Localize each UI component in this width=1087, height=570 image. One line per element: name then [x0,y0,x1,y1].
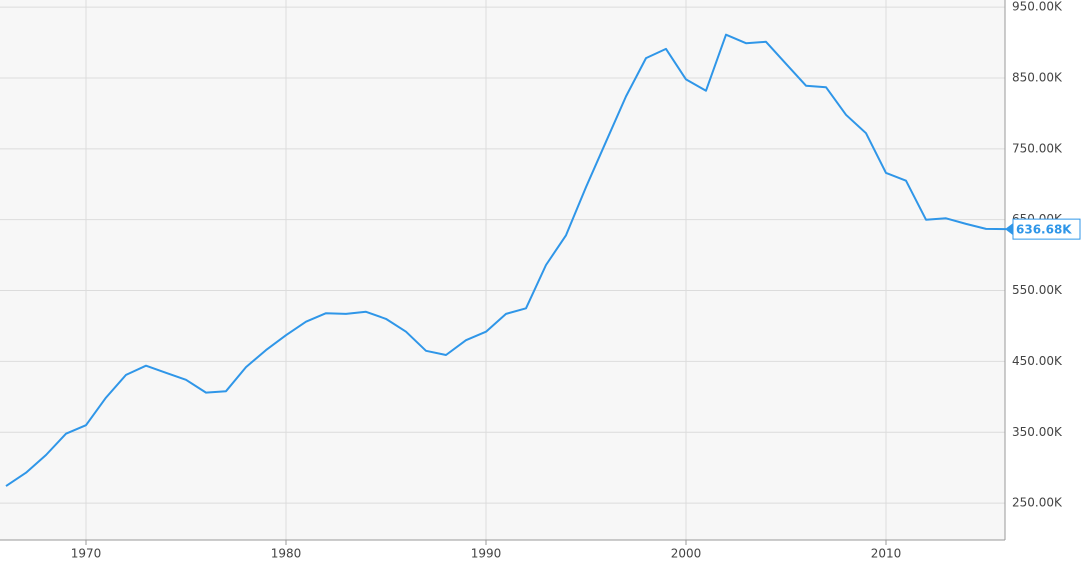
x-tick-label: 1990 [471,547,502,561]
x-tick-label: 2000 [671,547,702,561]
line [5,33,1007,487]
y-tick-label: 450.00K [1012,354,1063,368]
x-tick-label: 1970 [71,547,102,561]
y-tick-label: 250.00K [1012,496,1063,510]
x-tick-label: 1980 [271,547,302,561]
y-tick-label: 750.00K [1012,141,1063,155]
y-tick-label: 550.00K [1012,283,1063,297]
y-tick-label: 850.00K [1012,70,1063,84]
x-tick-label: 2010 [871,547,902,561]
last-value-pointer [1005,223,1013,236]
y-tick-label: 350.00K [1012,425,1063,439]
plot-background [0,0,1005,540]
y-tick-label: 950.00K [1012,0,1063,14]
last-value-label: 636.68K [1016,223,1072,237]
